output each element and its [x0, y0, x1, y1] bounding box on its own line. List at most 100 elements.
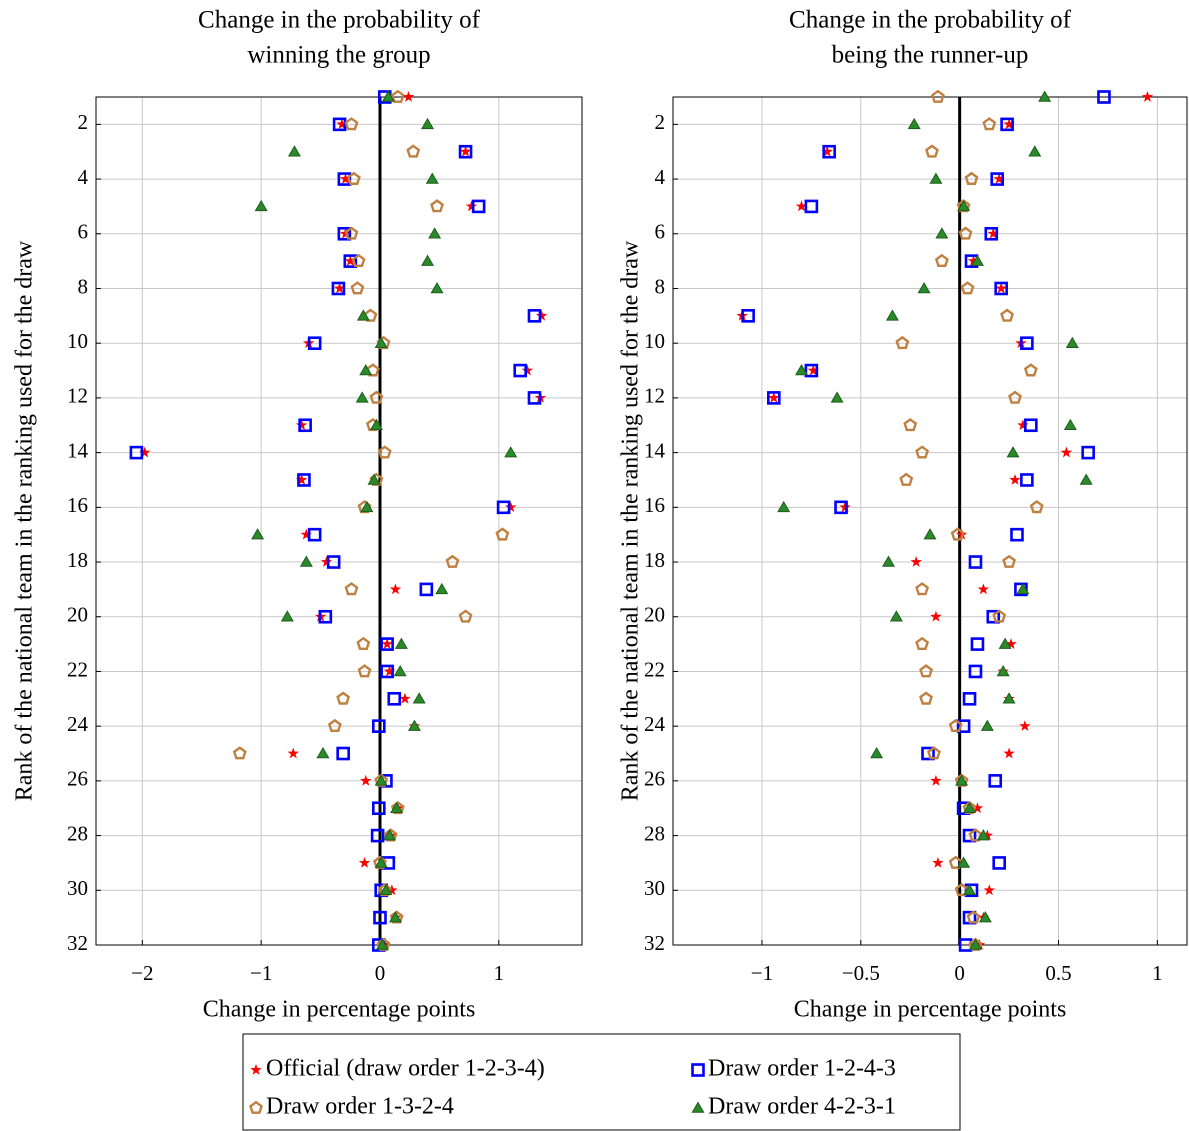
point: [830, 391, 844, 403]
point: [407, 719, 421, 731]
y-tick-label: 6: [655, 220, 666, 244]
point: [381, 90, 395, 102]
point: [381, 638, 393, 649]
point: [1020, 336, 1034, 350]
y-tick-label: 20: [644, 603, 665, 627]
point: [955, 774, 969, 786]
point: [1003, 747, 1015, 759]
point: [358, 856, 371, 868]
y-tick-label: 18: [644, 548, 665, 572]
point: [459, 145, 472, 157]
point: [435, 582, 449, 595]
point: [958, 226, 973, 240]
x-tick-label: 0.5: [1045, 961, 1071, 985]
point: [1038, 90, 1052, 102]
y-tick-label: 28: [644, 821, 665, 845]
y-tick-label: 2: [78, 110, 89, 134]
point: [359, 364, 373, 376]
point: [406, 144, 421, 158]
point: [307, 527, 322, 542]
point: [504, 446, 518, 458]
x-tick-label: 1: [494, 961, 505, 985]
point: [986, 609, 1001, 624]
point: [428, 227, 442, 239]
y-tick-label: 18: [67, 548, 88, 572]
x-tick-label: −0.5: [842, 961, 880, 985]
point: [307, 336, 322, 350]
point: [980, 719, 994, 731]
point: [374, 336, 388, 348]
y-tick-label: 4: [78, 165, 89, 189]
point: [971, 802, 984, 814]
point: [375, 938, 389, 950]
point: [372, 719, 386, 733]
point: [360, 500, 374, 513]
point: [363, 308, 378, 322]
point: [369, 390, 384, 404]
x-axis-label: Change in percentage points: [203, 997, 476, 1023]
point: [968, 828, 983, 842]
point: [356, 636, 371, 650]
point: [962, 692, 977, 706]
y-tick-label: 24: [644, 712, 666, 736]
point: [394, 637, 408, 649]
point: [336, 691, 351, 705]
point: [295, 419, 308, 431]
point: [139, 446, 151, 458]
point: [981, 829, 994, 841]
point: [777, 500, 791, 513]
point: [380, 637, 394, 651]
point: [948, 855, 963, 869]
y-tick-label: 32: [67, 931, 88, 955]
point: [968, 664, 983, 679]
point: [390, 89, 405, 103]
point: [1000, 308, 1015, 322]
point: [998, 637, 1012, 649]
point: [1005, 638, 1017, 649]
point: [1063, 418, 1077, 431]
legend-label: Draw order 1-3-2-4: [266, 1094, 454, 1120]
x-tick-label: 1: [1152, 961, 1163, 985]
legend-marker: [249, 1100, 263, 1114]
y-axis-label: Rank of the national team in the ranking…: [618, 240, 644, 801]
point: [767, 391, 781, 405]
point: [369, 418, 383, 431]
point: [505, 501, 517, 513]
plot-frame: [95, 96, 583, 946]
legend-marker: [691, 1063, 705, 1077]
point: [957, 199, 971, 212]
point: [430, 281, 444, 294]
point: [287, 747, 299, 759]
point: [465, 200, 478, 212]
x-tick-label: −2: [131, 961, 153, 985]
legend-marker: [250, 1064, 262, 1075]
y-tick-label: 14: [644, 438, 666, 462]
point: [957, 856, 971, 868]
point: [129, 445, 144, 460]
y-tick-label: 30: [644, 876, 665, 900]
y-tick-label: 28: [67, 821, 88, 845]
point: [425, 172, 439, 184]
point: [970, 254, 984, 266]
point: [948, 718, 963, 733]
point: [412, 692, 426, 704]
x-tick-label: −1: [751, 961, 773, 985]
point: [372, 801, 386, 816]
point: [915, 636, 930, 650]
point: [821, 145, 833, 157]
point: [419, 582, 434, 597]
point: [295, 473, 308, 485]
point: [964, 171, 979, 185]
point: [316, 747, 330, 759]
point: [915, 582, 930, 596]
point: [421, 254, 435, 266]
point: [343, 254, 358, 268]
point: [383, 829, 396, 841]
x-tick-label: 0: [375, 961, 386, 985]
point: [885, 309, 899, 321]
point: [983, 884, 996, 896]
point: [930, 89, 945, 103]
point: [963, 883, 977, 896]
point: [934, 253, 949, 268]
point: [365, 363, 380, 377]
